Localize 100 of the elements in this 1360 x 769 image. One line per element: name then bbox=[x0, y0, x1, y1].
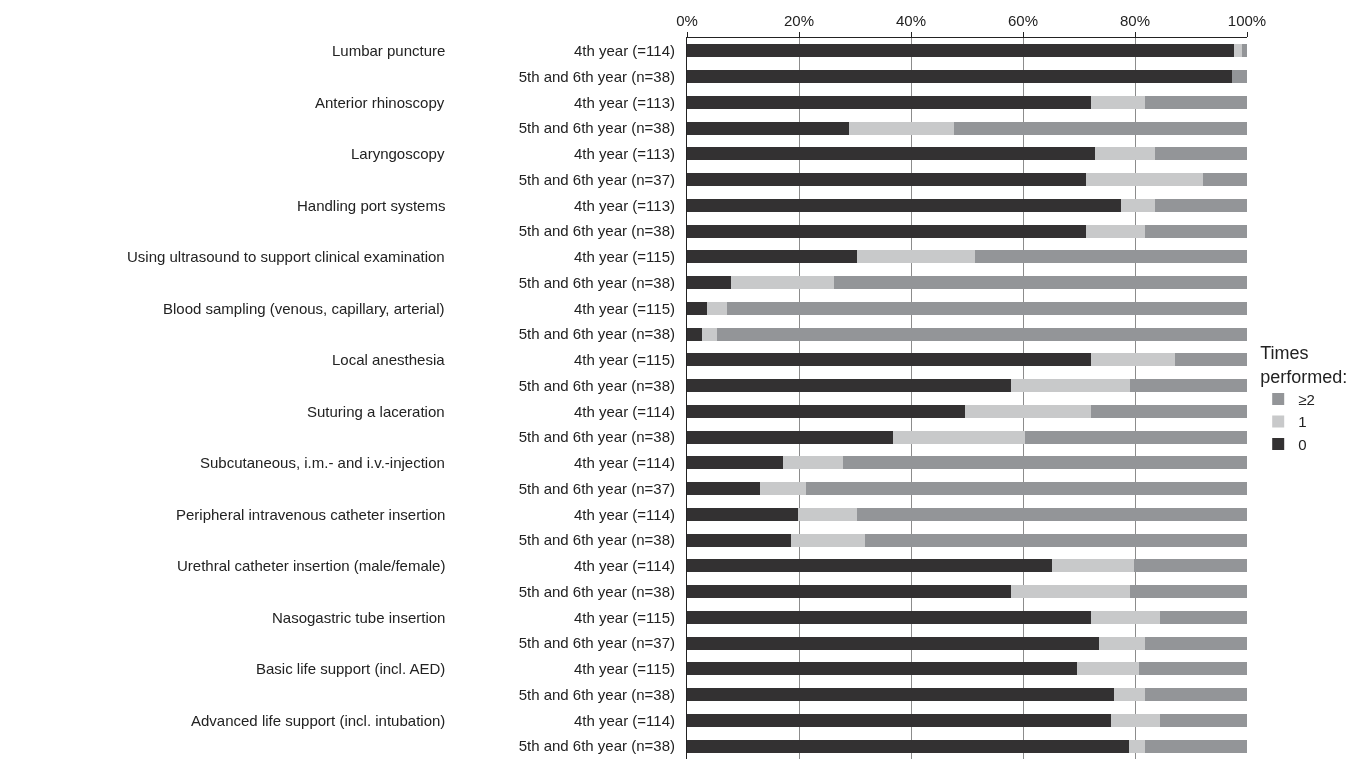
bar bbox=[1085, 224, 1145, 238]
text: Laryngoscopy bbox=[351, 145, 445, 162]
y-tick-label: 5th and 6th year (n=38) bbox=[518, 737, 675, 755]
x-tick-label: 100% bbox=[1227, 12, 1267, 29]
y-tick-label: 4th year (=114) bbox=[573, 42, 675, 60]
bar bbox=[706, 301, 727, 315]
bar bbox=[1121, 198, 1155, 212]
y-tick-label: 4th year (=115) bbox=[573, 608, 675, 626]
y-tick-label: 5th and 6th year (n=38) bbox=[518, 273, 675, 291]
legend-label: 0 bbox=[1298, 435, 1307, 453]
bar bbox=[1099, 636, 1145, 650]
bar bbox=[1159, 713, 1247, 727]
bar bbox=[1144, 739, 1247, 753]
bar bbox=[1110, 713, 1160, 727]
bar bbox=[687, 585, 1012, 599]
x-tick-label: 20% bbox=[783, 12, 815, 29]
bar bbox=[687, 739, 1129, 753]
text: Blood sampling (venous, capillary, arterial) bbox=[163, 300, 445, 317]
text: Advanced life support (incl. intubation) bbox=[191, 712, 446, 729]
text: Subcutaneous, i.m.- and i.v.-injection bbox=[200, 454, 445, 471]
bar bbox=[687, 430, 893, 444]
bar bbox=[687, 147, 1096, 161]
bar bbox=[687, 456, 784, 470]
bar bbox=[1114, 688, 1145, 702]
y-tick-label: 4th year (=114) bbox=[573, 454, 675, 472]
bar bbox=[1144, 95, 1247, 109]
bar bbox=[1011, 379, 1130, 393]
x-tick-label: 60% bbox=[1007, 12, 1039, 29]
bar bbox=[1144, 224, 1247, 238]
text: Suturing a laceration bbox=[307, 403, 445, 420]
text: Peripheral intravenous catheter insertion bbox=[176, 506, 446, 523]
bar bbox=[1144, 636, 1247, 650]
bar bbox=[798, 507, 858, 521]
bar bbox=[759, 482, 806, 496]
y-tick-label: 4th year (=113) bbox=[573, 145, 675, 163]
y-tick-label: 4th year (=115) bbox=[573, 351, 675, 369]
bar bbox=[687, 636, 1100, 650]
bar bbox=[1154, 198, 1247, 212]
bar bbox=[1144, 688, 1247, 702]
bar bbox=[687, 224, 1086, 238]
x-tick-label: 80% bbox=[1119, 12, 1151, 29]
bar bbox=[687, 610, 1091, 624]
bar bbox=[687, 70, 1232, 84]
bar bbox=[848, 121, 954, 135]
bar bbox=[1174, 353, 1247, 367]
bar bbox=[687, 404, 965, 418]
bar bbox=[1203, 173, 1247, 187]
text: Nasogastric tube insertion bbox=[272, 609, 446, 626]
bar bbox=[1090, 353, 1175, 367]
bar bbox=[892, 430, 1026, 444]
bar bbox=[1233, 44, 1242, 58]
y-tick-label: 5th and 6th year (n=38) bbox=[518, 119, 675, 137]
bar bbox=[687, 173, 1086, 187]
bar bbox=[687, 482, 760, 496]
y-tick-label: 5th and 6th year (n=38) bbox=[518, 325, 675, 343]
bar bbox=[1159, 610, 1247, 624]
bar bbox=[783, 456, 843, 470]
bar bbox=[687, 533, 791, 547]
bar bbox=[687, 559, 1053, 573]
legend-label: ≥2 bbox=[1298, 390, 1315, 408]
y-tick-label: 5th and 6th year (n=38) bbox=[518, 222, 675, 240]
bar bbox=[1090, 610, 1160, 624]
bar bbox=[687, 121, 849, 135]
y-tick-label: 5th and 6th year (n=37) bbox=[518, 634, 675, 652]
y-tick-label: 5th and 6th year (n=38) bbox=[518, 531, 675, 549]
bar bbox=[1077, 662, 1140, 676]
bar bbox=[1052, 559, 1135, 573]
y-tick-label: 4th year (=114) bbox=[573, 711, 675, 729]
bar bbox=[1128, 739, 1145, 753]
x-tick-label: 0% bbox=[676, 12, 698, 29]
bar bbox=[857, 250, 976, 264]
bar bbox=[687, 198, 1121, 212]
bar bbox=[1085, 173, 1204, 187]
legend-title: Times performed: bbox=[1260, 343, 1348, 387]
bar bbox=[687, 250, 858, 264]
y-tick-label: 4th year (=114) bbox=[573, 557, 675, 575]
bar bbox=[1231, 70, 1247, 84]
y-tick-label: 4th year (=113) bbox=[573, 196, 675, 214]
y-tick-label: 4th year (=114) bbox=[573, 402, 675, 420]
y-tick-label: 4th year (=115) bbox=[573, 660, 675, 678]
y-tick-label: 5th and 6th year (n=38) bbox=[518, 685, 675, 703]
x-tick-label: 40% bbox=[895, 12, 927, 29]
y-tick-label: 4th year (=114) bbox=[573, 505, 675, 523]
bar bbox=[687, 44, 1234, 58]
bar bbox=[1154, 147, 1247, 161]
bar bbox=[964, 404, 1091, 418]
bar bbox=[687, 327, 702, 341]
y-tick-label: 4th year (=113) bbox=[573, 93, 675, 111]
y-tick-label: 5th and 6th year (n=37) bbox=[518, 170, 675, 188]
bar bbox=[790, 533, 865, 547]
text: Local anesthesia bbox=[332, 351, 446, 368]
text: Urethral catheter insertion (male/female) bbox=[177, 557, 446, 574]
bar bbox=[687, 688, 1115, 702]
text: Anterior rhinoscopy bbox=[315, 94, 445, 111]
bar bbox=[687, 662, 1078, 676]
text: Lumbar puncture bbox=[332, 42, 446, 59]
bar bbox=[687, 301, 707, 315]
bar bbox=[687, 276, 732, 290]
y-tick-label: 5th and 6th year (n=38) bbox=[518, 67, 675, 85]
bar bbox=[687, 507, 799, 521]
